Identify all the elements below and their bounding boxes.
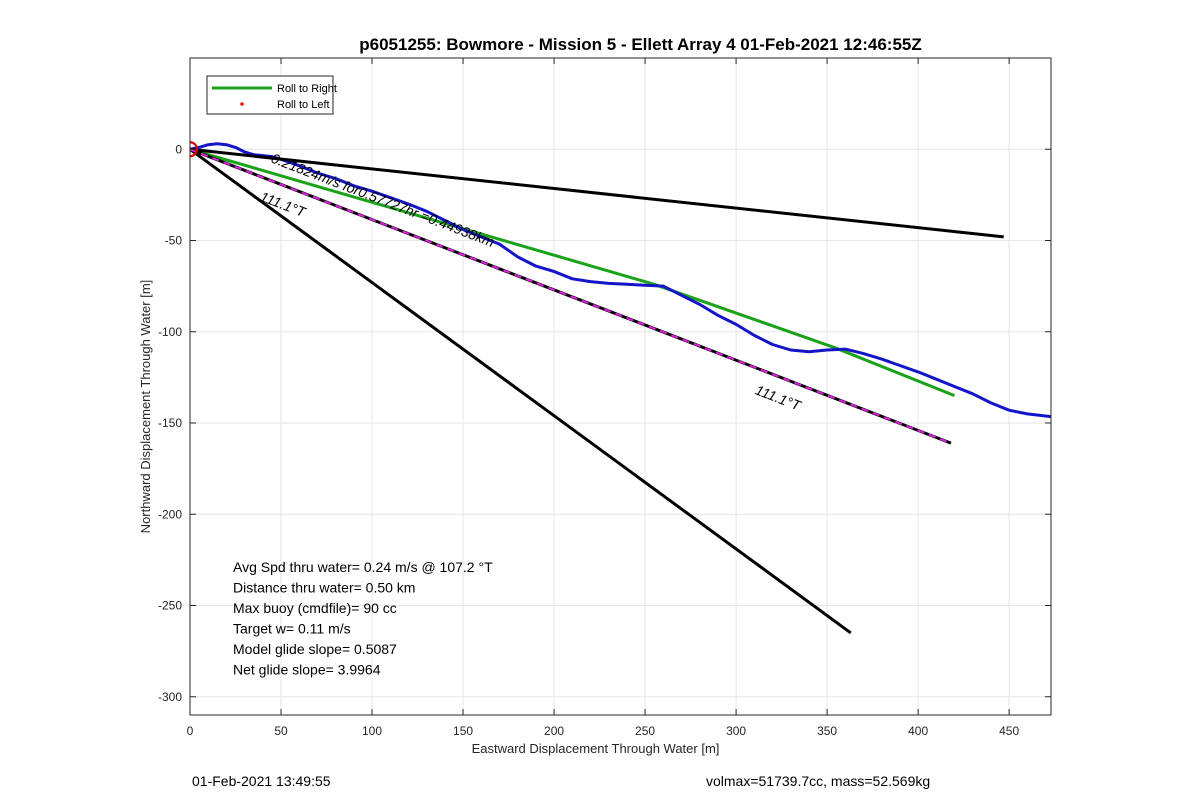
series-4-line bbox=[190, 148, 952, 445]
start-marker bbox=[190, 141, 199, 158]
y-tick-label-0: 0 bbox=[175, 142, 182, 156]
legend-label-roll-left: Roll to Left bbox=[277, 99, 330, 111]
series-3-line bbox=[190, 148, 852, 635]
legend-box bbox=[206, 75, 334, 115]
legend: Roll to Right Roll to Left bbox=[206, 75, 337, 115]
grid-lines bbox=[189, 58, 1051, 715]
y-tick-label-3: -150 bbox=[158, 416, 182, 430]
x-tick-label-3: 150 bbox=[453, 724, 473, 738]
footer-timestamp: 01-Feb-2021 13:49:55 bbox=[192, 773, 331, 789]
info-line-5: Net glide slope= 3.9964 bbox=[233, 662, 381, 678]
info-line-4: Model glide slope= 0.5087 bbox=[233, 641, 397, 657]
x-axis-label: Eastward Displacement Through Water [m] bbox=[472, 741, 720, 756]
y-axis-label: Northward Displacement Through Water [m] bbox=[138, 280, 153, 534]
info-line-0: Avg Spd thru water= 0.24 m/s @ 107.2 °T bbox=[233, 559, 493, 575]
series-1-line bbox=[190, 142, 1051, 419]
x-tick-label-2: 100 bbox=[362, 724, 382, 738]
x-tick-label-6: 300 bbox=[726, 724, 746, 738]
plot-border bbox=[189, 57, 1052, 716]
info-text-block: Avg Spd thru water= 0.24 m/s @ 107.2 °T D… bbox=[233, 559, 493, 678]
series-group bbox=[190, 141, 1051, 635]
info-line-1: Distance thru water= 0.50 km bbox=[233, 580, 415, 596]
y-tick-label-6: -300 bbox=[158, 690, 182, 704]
y-tick-label-4: -200 bbox=[158, 507, 182, 521]
info-line-3: Target w= 0.11 m/s bbox=[233, 621, 351, 637]
x-tick-label-0: 0 bbox=[187, 724, 194, 738]
legend-dot-roll-left bbox=[240, 102, 244, 106]
y-tick-label-1: -50 bbox=[165, 234, 183, 248]
chart-title: p6051255: Bowmore - Mission 5 - Ellett A… bbox=[359, 35, 922, 54]
footer-volmax-mass: volmax=51739.7cc, mass=52.569kg bbox=[706, 773, 931, 789]
series-2-line bbox=[190, 147, 1004, 239]
x-tick-label-7: 350 bbox=[817, 724, 837, 738]
x-tick-label-1: 50 bbox=[274, 724, 288, 738]
legend-label-roll-right: Roll to Right bbox=[277, 83, 337, 95]
info-line-2: Max buoy (cmdfile)= 90 cc bbox=[233, 600, 397, 616]
x-tick-label-9: 450 bbox=[999, 724, 1019, 738]
plot-area bbox=[190, 58, 1051, 715]
x-tick-label-5: 250 bbox=[635, 724, 655, 738]
series-0-line bbox=[190, 147, 956, 397]
x-tick-label-4: 200 bbox=[544, 724, 564, 738]
y-tick-label-5: -250 bbox=[158, 599, 182, 613]
x-tick-label-8: 400 bbox=[908, 724, 928, 738]
y-tick-label-2: -100 bbox=[158, 325, 182, 339]
